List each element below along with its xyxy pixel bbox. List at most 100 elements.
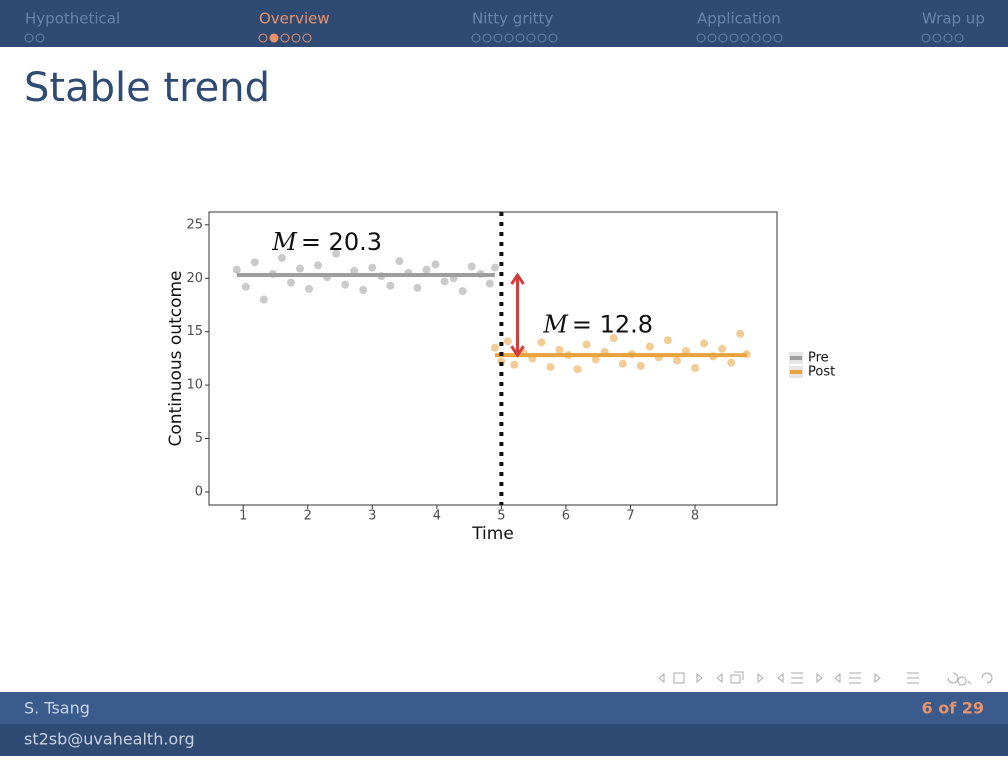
footer-email: st2sb@uvahealth.org	[24, 730, 195, 749]
header-bar	[0, 0, 1008, 47]
y-tick-label: 0	[195, 484, 203, 499]
nav-frame-dot	[269, 33, 279, 43]
nav-frame-dot	[729, 33, 739, 43]
annotation-symbol: M	[542, 310, 569, 338]
nav-frame-dot	[751, 33, 761, 43]
point	[232, 265, 241, 274]
y-tick-label: 20	[186, 271, 203, 286]
point	[718, 344, 727, 353]
point	[490, 263, 499, 272]
point	[636, 361, 645, 370]
nav-frame-dot	[471, 33, 481, 43]
nav-frame-dot	[718, 33, 728, 43]
nav-frame-dot	[921, 33, 931, 43]
point	[422, 265, 431, 274]
nav-frame-dot	[696, 33, 706, 43]
nav-frame-dot	[515, 33, 525, 43]
point	[490, 343, 499, 352]
nav-frame-dot	[954, 33, 964, 43]
nav-section: Hypothetical	[25, 10, 120, 28]
nav-frame-dot	[302, 33, 312, 43]
x-axis-label: Time	[471, 524, 514, 544]
nav-frame-dot	[24, 33, 34, 43]
footer-author: S. Tsang	[24, 699, 90, 718]
nav-frame-dot	[943, 33, 953, 43]
point	[277, 253, 286, 262]
point	[618, 359, 627, 368]
point	[573, 365, 582, 374]
annotation-text: = 12.8	[572, 310, 653, 338]
point	[314, 261, 323, 270]
point	[305, 284, 314, 293]
point	[546, 362, 555, 371]
nav-section: Overview	[259, 10, 330, 28]
nav-frame-dot	[932, 33, 942, 43]
point	[510, 360, 519, 369]
y-tick-label: 10	[186, 378, 203, 393]
nav-frame-dot	[35, 33, 45, 43]
point	[440, 277, 449, 286]
point	[736, 329, 745, 338]
point	[458, 287, 467, 296]
point	[672, 356, 681, 365]
point	[386, 281, 395, 290]
point	[341, 280, 350, 289]
point	[431, 260, 440, 269]
slide-title: Stable trend	[24, 65, 270, 111]
nav-section: Wrap up	[922, 10, 985, 28]
legend-label: Pre	[808, 351, 829, 366]
point	[250, 258, 259, 267]
nav-frame-dot	[707, 33, 717, 43]
plot-panel	[208, 211, 778, 506]
nav-frame-dot	[526, 33, 536, 43]
nav-frame-dot	[537, 33, 547, 43]
point	[467, 262, 476, 271]
point	[700, 339, 709, 348]
point	[681, 346, 690, 355]
beamer-nav-icons	[658, 671, 993, 686]
y-tick-label: 15	[186, 324, 203, 339]
point	[350, 266, 359, 275]
point	[727, 358, 736, 367]
x-tick-label: 4	[433, 509, 441, 524]
footer-bar-bottom	[0, 724, 1008, 756]
x-tick-label: 5	[497, 509, 505, 524]
annotation-text: = 20.3	[301, 228, 382, 256]
point	[609, 334, 618, 343]
nav-frame-dot	[504, 33, 514, 43]
x-tick-label: 6	[562, 509, 570, 524]
point	[332, 249, 341, 258]
y-tick-label: 25	[186, 217, 203, 232]
page-number: 6 of 29	[922, 699, 985, 718]
x-tick-label: 8	[691, 509, 699, 524]
nav-frame-dot	[548, 33, 558, 43]
point	[503, 337, 512, 346]
point	[259, 295, 268, 304]
point	[537, 338, 546, 347]
point	[296, 264, 305, 273]
point	[591, 355, 600, 364]
difference-arrow	[510, 272, 525, 358]
footer-bar-top	[0, 692, 1008, 724]
point	[241, 282, 250, 291]
nav-frame-dot	[493, 33, 503, 43]
x-tick-label: 2	[304, 509, 312, 524]
annotation-symbol: M	[271, 227, 298, 255]
x-tick-label: 7	[626, 509, 634, 524]
point	[485, 279, 494, 288]
x-tick-label: 1	[239, 509, 247, 524]
nav-frame-dot	[740, 33, 750, 43]
annotation: M = 12.8	[542, 310, 653, 339]
point	[286, 278, 295, 287]
nav-frame-dot	[762, 33, 772, 43]
nav-frame-dot	[291, 33, 301, 43]
point	[691, 364, 700, 373]
legend-label: Post	[808, 365, 835, 380]
y-axis-label: Continuous outcome	[166, 270, 186, 446]
y-tick-label: 5	[195, 431, 203, 446]
point	[368, 263, 377, 272]
point	[395, 257, 404, 266]
point	[359, 286, 368, 295]
nav-frame-dot	[482, 33, 492, 43]
